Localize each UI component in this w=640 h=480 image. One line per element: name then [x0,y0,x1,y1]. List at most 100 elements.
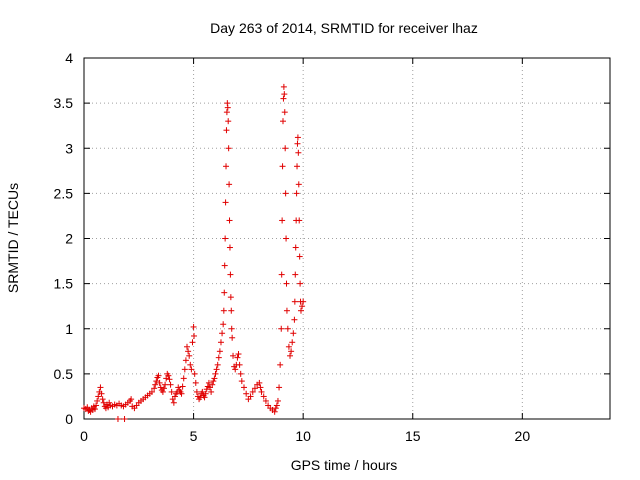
y-tick-label: 0 [65,411,73,427]
data-point [297,307,304,314]
data-point [229,334,236,341]
data-point [273,402,280,409]
data-point [226,181,233,188]
data-point [282,190,289,197]
data-point [290,330,297,337]
data-point [214,361,221,368]
data-point [175,384,182,391]
tick-labels: 0 5 10 15 20 0 0.5 1 1.5 2 2.5 3 3.5 4 [54,50,531,444]
data-point [288,348,295,355]
data-point [191,370,198,377]
data-point [280,118,287,125]
data-point [157,384,164,391]
data-points [81,83,307,422]
data-point [287,352,294,359]
data-point [237,370,244,377]
data-point [220,321,227,328]
data-point [238,378,245,385]
data-point [260,393,267,400]
data-point [221,289,228,296]
data-point [94,397,101,404]
data-point [232,366,239,373]
data-point [240,384,247,391]
data-point [114,416,121,422]
x-tick-label: 5 [190,428,198,444]
data-point [217,339,224,346]
data-point [160,385,167,392]
data-point [295,181,302,188]
data-point [251,385,258,392]
data-point [199,388,206,395]
data-point [211,375,218,382]
data-point [209,381,216,388]
chart-title: Day 263 of 2014, SRMTID for receiver lha… [210,20,478,36]
data-point [243,390,250,397]
data-point [167,381,174,388]
data-point [201,394,208,401]
data-point [203,386,210,393]
data-point [258,388,265,395]
data-point [159,388,166,395]
data-point [281,91,288,98]
data-point [280,83,287,90]
data-point [272,405,279,412]
data-point [210,378,217,385]
data-point [289,339,296,346]
data-point [299,303,306,310]
grid [84,58,610,419]
y-tick-label: 0.5 [54,366,74,382]
data-point [224,104,231,111]
data-point [151,385,158,392]
data-point [192,379,199,386]
data-point [296,253,303,260]
data-point [281,109,288,116]
data-point [170,399,177,406]
data-point [100,399,107,406]
data-point [153,378,160,385]
data-point [191,332,198,339]
data-point [171,393,178,400]
y-tick-label: 4 [65,50,73,66]
data-point [277,361,284,368]
data-point [262,397,269,404]
data-point [225,145,232,152]
data-point [300,298,307,305]
data-point [189,339,196,346]
data-point [291,298,298,305]
data-point [285,343,292,350]
data-point [148,388,155,395]
data-point [226,217,233,224]
data-point [219,330,226,337]
data-point [234,354,241,361]
data-point [179,383,186,390]
data-point [276,384,283,391]
data-point [97,384,104,391]
data-point [236,361,243,368]
y-tick-label: 2 [65,231,73,247]
data-point [297,280,304,287]
x-tick-label: 20 [515,428,531,444]
axis-ticks [83,57,610,420]
data-point [227,294,234,301]
data-point [165,372,172,379]
data-point [168,388,175,395]
data-point [93,402,100,409]
data-point [283,280,290,287]
data-point [221,262,228,269]
data-point [235,351,242,358]
y-tick-label: 1 [65,321,73,337]
y-tick-label: 3.5 [54,95,74,111]
data-point [292,271,299,278]
data-point [279,217,286,224]
data-point [182,357,189,364]
data-point [227,271,234,278]
data-point [155,372,162,379]
data-point [185,348,192,355]
data-point [249,388,256,395]
data-point [166,376,173,383]
y-tick-label: 1.5 [54,276,74,292]
data-point [279,163,286,170]
data-point [278,271,285,278]
x-tick-label: 10 [295,428,311,444]
